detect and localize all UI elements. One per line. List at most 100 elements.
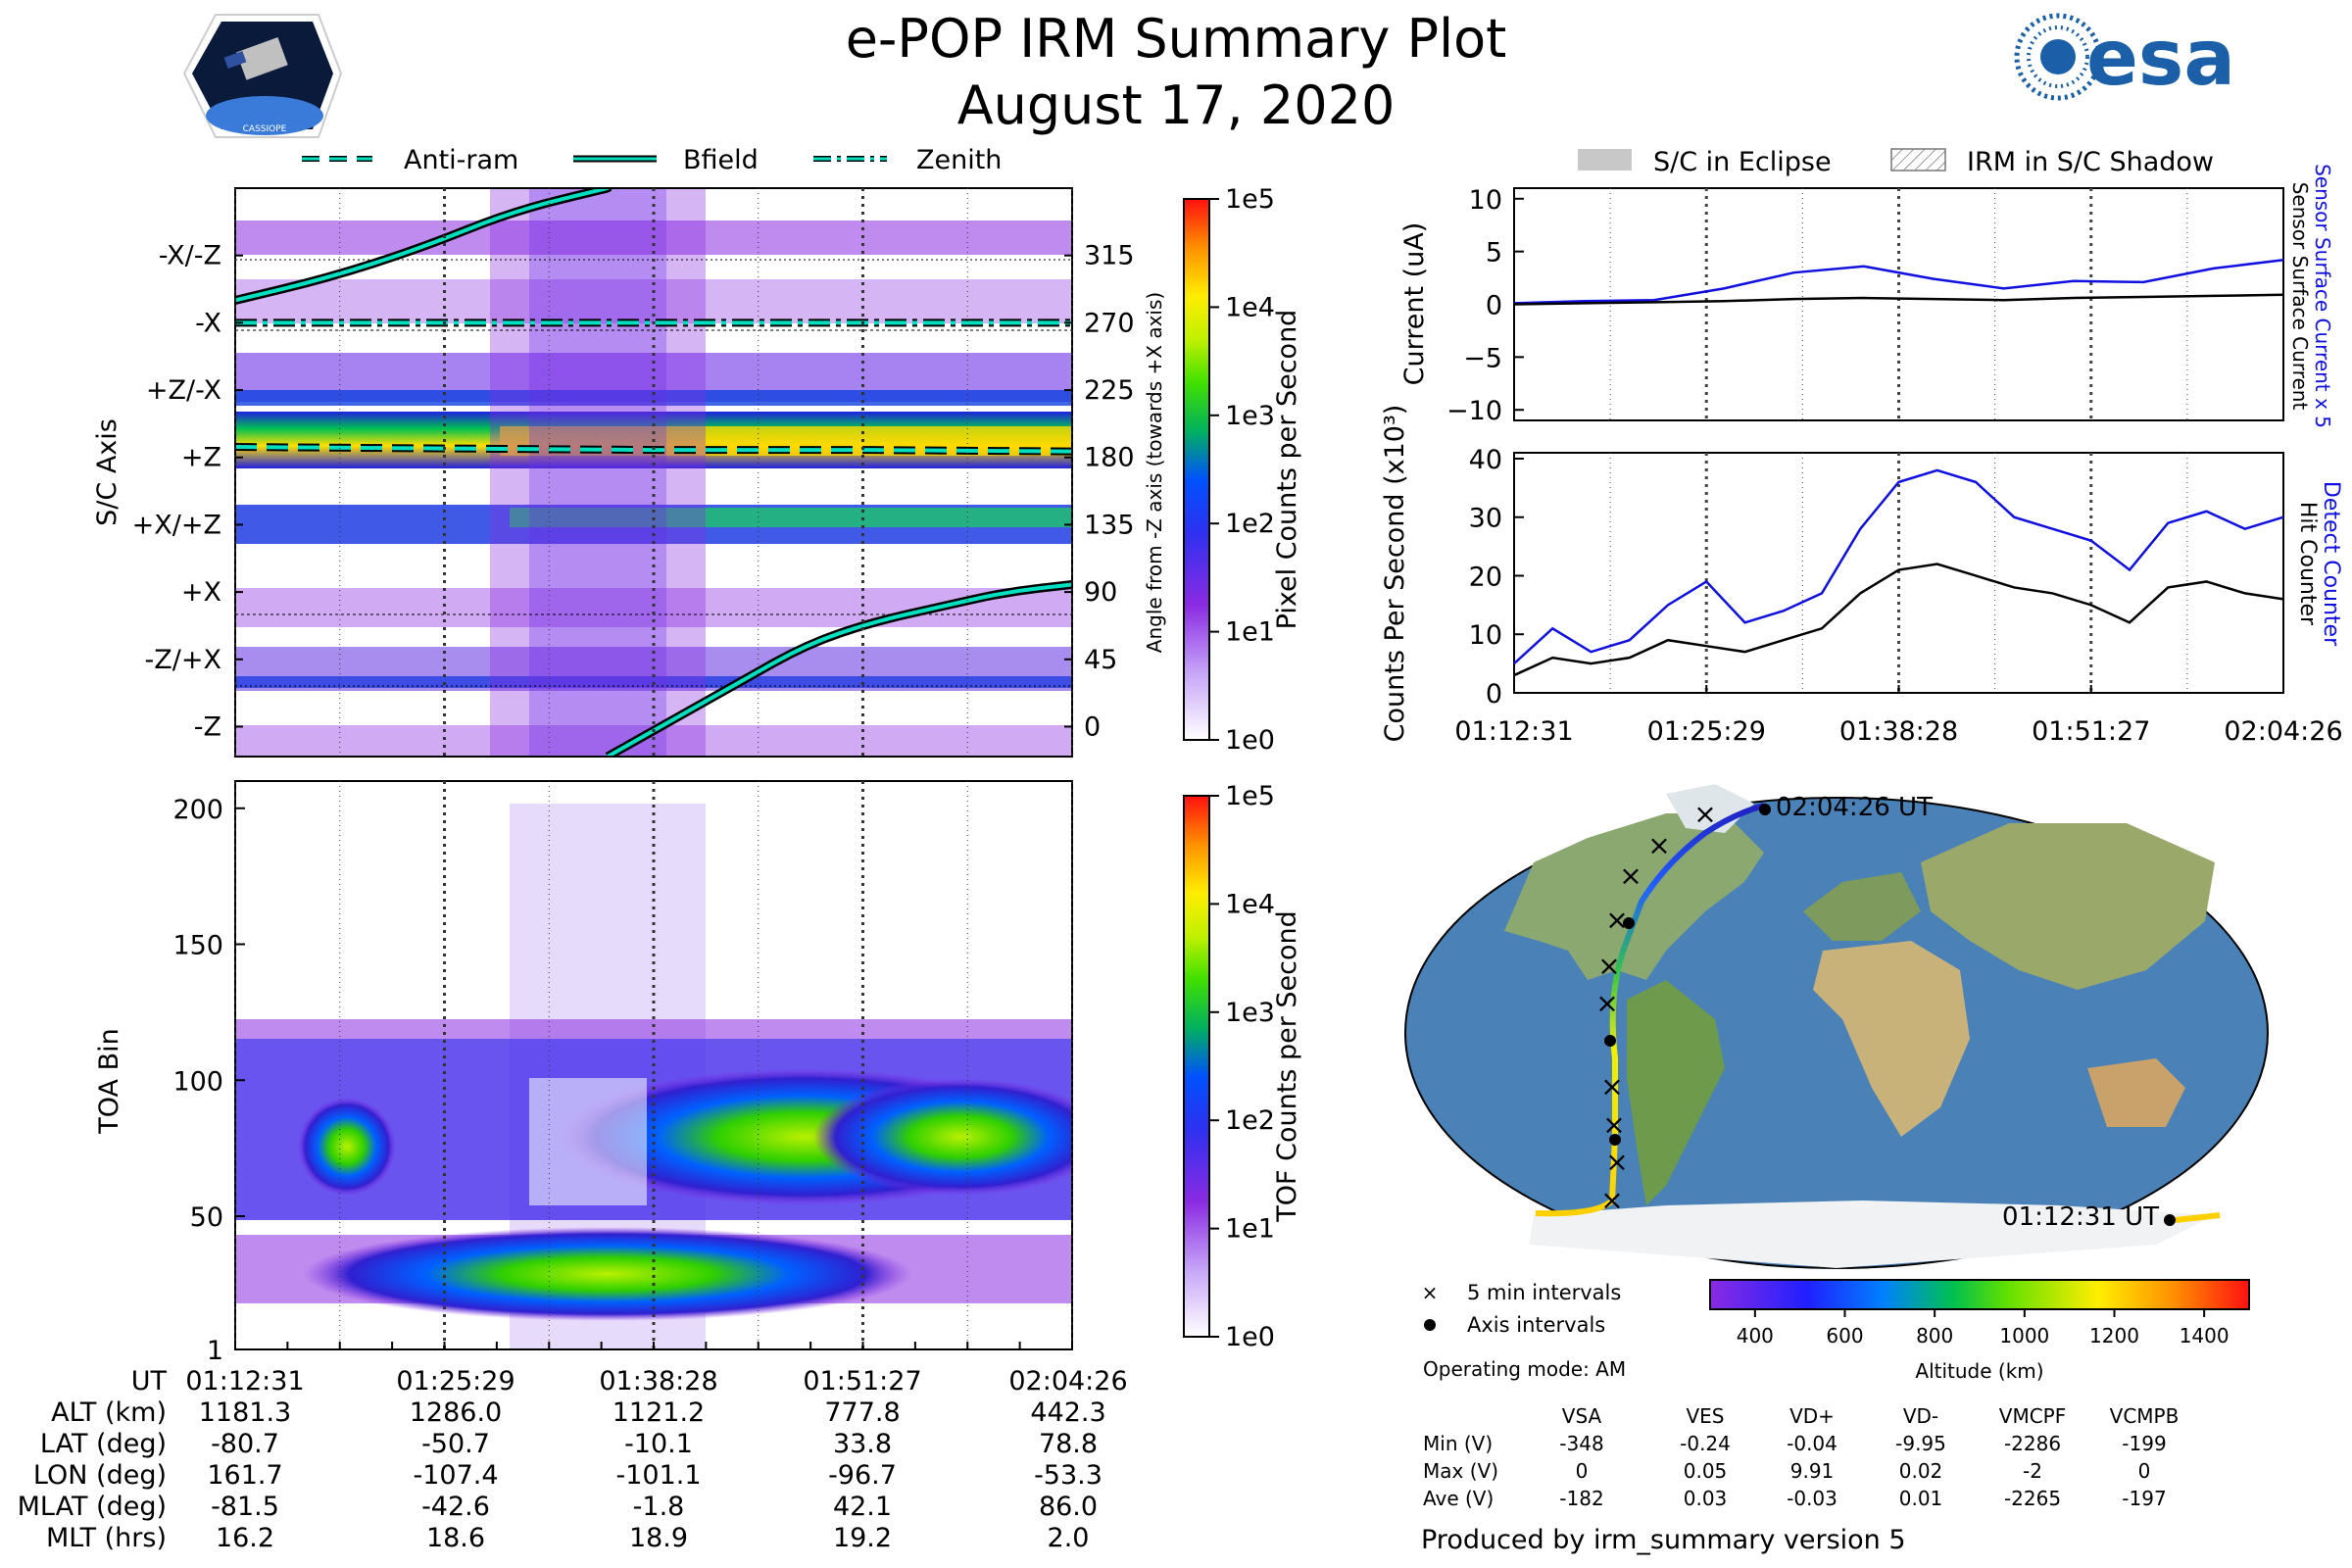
voltage-header: VD- bbox=[1903, 1404, 1938, 1428]
table-cell: -96.7 bbox=[828, 1460, 897, 1491]
colorbar-tick-label: 1e4 bbox=[1225, 292, 1275, 322]
voltage-cell: 0.01 bbox=[1899, 1487, 1943, 1510]
europe-shape bbox=[1803, 872, 1921, 941]
map-5min-marker: × bbox=[1595, 987, 1618, 1019]
voltage-cell: 0.02 bbox=[1899, 1459, 1943, 1483]
map-axis-marker bbox=[2164, 1214, 2176, 1226]
heat-ytick-label: +X/+Z bbox=[132, 510, 221, 540]
legend-antiram: Anti-ram bbox=[404, 145, 518, 175]
toa-ylabel: TOA Bin bbox=[94, 1028, 124, 1134]
map-legend: × 5 min intervals Axis intervals Operati… bbox=[1422, 1281, 1626, 1381]
table-cell: -107.4 bbox=[413, 1460, 498, 1491]
counts-right-label-black: Hit Counter bbox=[2295, 502, 2320, 626]
legend-5min: 5 min intervals bbox=[1467, 1281, 1621, 1304]
heat-ytick-label: -Z bbox=[194, 711, 221, 742]
current-ytick-label: −5 bbox=[1463, 343, 1502, 373]
current-ytick-label: 5 bbox=[1486, 238, 1502, 269]
dot-marker-icon bbox=[1424, 1319, 1436, 1331]
heat-ytick-label: +X bbox=[181, 577, 221, 608]
counts-ytick-label: 10 bbox=[1469, 620, 1502, 651]
map-5min-marker: × bbox=[1602, 1108, 1625, 1141]
table-cell: 18.6 bbox=[426, 1523, 485, 1553]
map-axis-marker bbox=[1609, 1134, 1621, 1146]
voltage-row-label: Max (V) bbox=[1423, 1459, 1498, 1483]
colorbar-tick-label: 1e1 bbox=[1225, 617, 1275, 648]
table-cell: 86.0 bbox=[1039, 1492, 1098, 1522]
voltage-header: VMCPF bbox=[1999, 1404, 2066, 1428]
altitude-label: Altitude (km) bbox=[1915, 1359, 2043, 1383]
table-row-label: MLT (hrs) bbox=[46, 1523, 167, 1553]
heat-ytick-right-label: 135 bbox=[1084, 510, 1135, 540]
map-axis-marker bbox=[1623, 917, 1635, 929]
table-cell: 1286.0 bbox=[410, 1397, 502, 1428]
table-cell: 02:04:26 bbox=[1008, 1366, 1127, 1396]
voltage-header: VD+ bbox=[1789, 1404, 1835, 1428]
colorbar-tick-label: 1e4 bbox=[1225, 889, 1275, 919]
legend-shadow: IRM in S/C Shadow bbox=[1967, 147, 2214, 177]
table-cell: 01:51:27 bbox=[803, 1366, 921, 1396]
orbit-track bbox=[1535, 803, 1765, 1217]
asia-shape bbox=[1921, 823, 2215, 990]
map-5min-marker: × bbox=[1693, 798, 1716, 830]
toa-colorbar: 1e0 1e1 1e2 1e3 1e4 1e5 TOF Counts per Second bbox=[1183, 781, 1302, 1352]
table-cell: 161.7 bbox=[207, 1460, 282, 1491]
voltage-header: VSA bbox=[1562, 1404, 1602, 1428]
table-row-label: LAT (deg) bbox=[40, 1429, 167, 1459]
australia-shape bbox=[2087, 1058, 2185, 1127]
table-cell: 18.9 bbox=[629, 1523, 688, 1553]
altitude-tick-label: 1400 bbox=[2180, 1324, 2230, 1348]
colorbar-tick-label: 1e1 bbox=[1225, 1214, 1275, 1245]
colorbar-tick-label: 1e5 bbox=[1225, 781, 1275, 811]
toa-colorbar-label: TOF Counts per Second bbox=[1272, 910, 1302, 1223]
voltage-cell: -2 bbox=[2023, 1459, 2042, 1483]
table-cell: -10.1 bbox=[624, 1429, 693, 1459]
voltage-cell: 0 bbox=[2138, 1459, 2151, 1483]
table-cell: -50.7 bbox=[421, 1429, 490, 1459]
table-cell: 01:38:28 bbox=[599, 1366, 717, 1396]
voltage-header: VCMPB bbox=[2110, 1404, 2180, 1428]
antarctica-shape bbox=[1529, 1200, 2215, 1268]
table-cell: -81.5 bbox=[211, 1492, 279, 1522]
table-row-label: LON (deg) bbox=[33, 1460, 167, 1491]
counts-ytick-label: 20 bbox=[1469, 562, 1502, 592]
table-cell: -1.8 bbox=[633, 1492, 685, 1522]
pixel-colorbar-label: Pixel Counts per Second bbox=[1272, 310, 1302, 630]
map-axis-marker bbox=[1759, 804, 1771, 815]
table-row-label: UT bbox=[131, 1366, 168, 1396]
map-axis-marker bbox=[1604, 1035, 1616, 1047]
orbit-track-start bbox=[2175, 1212, 2221, 1223]
cassiope-label: CASSIOPE bbox=[243, 124, 287, 134]
counts-xtick-label: 01:12:31 bbox=[1454, 716, 1573, 747]
table-cell: -53.3 bbox=[1034, 1460, 1102, 1491]
voltage-cell: 9.91 bbox=[1790, 1459, 1835, 1483]
colorbar-tick-label: 1e3 bbox=[1225, 401, 1275, 431]
voltage-cell: 0.03 bbox=[1684, 1487, 1728, 1510]
counts-xtick-label: 01:38:28 bbox=[1839, 716, 1958, 747]
legend-eclipse: S/C in Eclipse bbox=[1653, 147, 1832, 177]
map-5min-marker: × bbox=[1605, 904, 1628, 936]
voltage-row-label: Min (V) bbox=[1423, 1432, 1493, 1455]
table-cell: 1121.2 bbox=[612, 1397, 705, 1428]
heat-ytick-right-label: 0 bbox=[1084, 711, 1101, 742]
heat-ytick-label: -X bbox=[195, 308, 221, 338]
legend-top-right: S/C in Eclipse IRM in S/C Shadow bbox=[1578, 147, 2214, 177]
legend-bfield: Bfield bbox=[683, 145, 759, 175]
voltage-cell: -348 bbox=[1559, 1432, 1603, 1455]
colorbar-tick-label: 1e2 bbox=[1225, 1105, 1275, 1136]
pixel-heatmap-panel: -X/-Z 315 -X 270 +Z/-X 225 +Z 180 +X/+Z 135 +X 90 -Z… bbox=[92, 187, 1166, 758]
current-panel: 10 5 0 −5 −10 Current (uA) Sensor Surface Cu… bbox=[1399, 164, 2334, 428]
table-cell: 1181.3 bbox=[199, 1397, 291, 1428]
current-series-blue bbox=[1513, 259, 2284, 305]
counts-ytick-label: 30 bbox=[1469, 504, 1502, 534]
map-5min-marker: × bbox=[1605, 1146, 1628, 1178]
x-marker-icon: × bbox=[1422, 1281, 1439, 1304]
toa-ytick-label: 200 bbox=[172, 795, 223, 825]
voltage-header: VES bbox=[1686, 1404, 1724, 1428]
toa-ytick-label: 150 bbox=[172, 931, 223, 961]
toa-ytick-label: 1 bbox=[207, 1336, 223, 1366]
pixel-heatmap-ylabel-right: Angle from -Z axis (towards +X axis) bbox=[1143, 292, 1166, 653]
map-end-label: 02:04:26 UT bbox=[1776, 793, 1933, 822]
counts-ytick-label: 0 bbox=[1486, 679, 1502, 710]
